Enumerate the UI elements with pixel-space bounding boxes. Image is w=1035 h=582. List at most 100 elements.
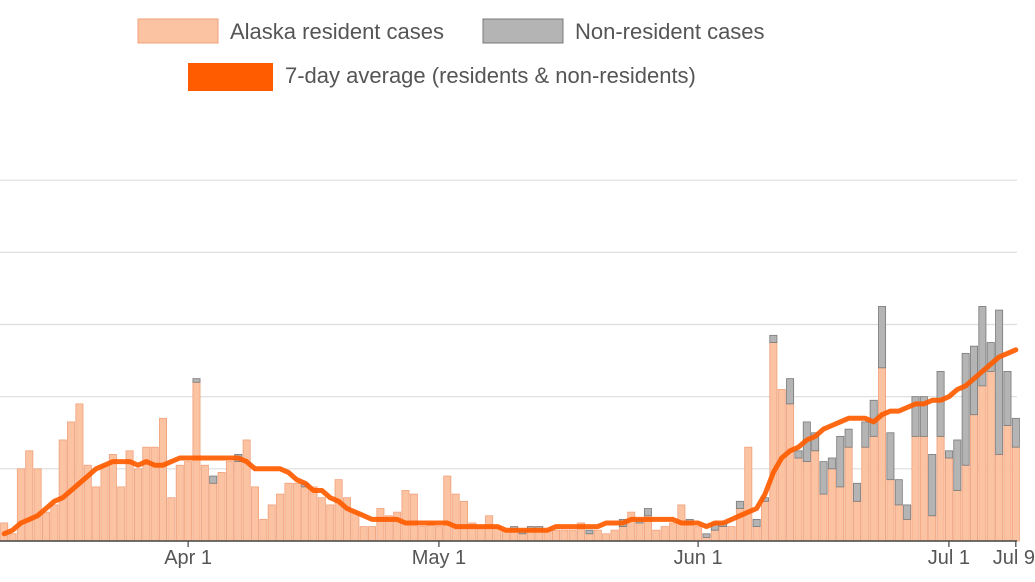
resident-bar: [200, 464, 209, 542]
legend-resident-swatch: [137, 18, 219, 44]
resident-bar: [217, 472, 226, 542]
nonresident-bar: [209, 475, 218, 484]
resident-bar: [919, 435, 928, 542]
nonresident-bar: [1003, 371, 1012, 426]
resident-bar: [359, 526, 368, 542]
x-tick-label: Apr 1: [164, 547, 212, 569]
legend-label: Alaska resident cases: [230, 19, 444, 44]
resident-bar: [911, 435, 920, 542]
nonresident-bar: [844, 428, 853, 448]
resident-bar: [618, 526, 627, 542]
resident-bar: [460, 500, 468, 542]
resident-bar: [694, 526, 703, 542]
nonresident-bar: [811, 432, 820, 452]
resident-bar: [175, 464, 184, 542]
resident-bar: [560, 529, 569, 542]
resident-bar: [944, 457, 953, 542]
resident-bar: [393, 511, 402, 542]
resident-bar: [225, 461, 234, 542]
bars: [0, 306, 1020, 542]
nonresident-bar: [786, 378, 795, 405]
nonresident-bar: [919, 396, 928, 437]
nonresident-bar: [911, 396, 920, 437]
resident-bar: [418, 526, 427, 542]
nonresident-bar: [1011, 417, 1020, 448]
resident-bar: [50, 504, 59, 542]
resident-bar: [995, 453, 1004, 542]
nonresident-bar: [861, 421, 870, 448]
resident-bar: [719, 526, 728, 542]
resident-bar: [861, 446, 870, 542]
nonresident-bar: [819, 461, 828, 495]
resident-bar: [769, 342, 778, 542]
nonresident-bar: [978, 306, 987, 387]
resident-bar: [593, 529, 602, 542]
resident-bar: [936, 435, 945, 542]
resident-bar: [192, 381, 201, 542]
resident-bar: [752, 526, 761, 542]
resident-bar: [426, 522, 435, 542]
nonresident-bar: [986, 342, 995, 372]
resident-bar: [761, 500, 769, 542]
resident-bar: [259, 518, 268, 542]
resident-bar: [184, 461, 193, 542]
nonresident-bar: [886, 432, 895, 481]
resident-bar: [585, 533, 594, 542]
resident-bar: [744, 446, 753, 542]
resident-bar: [251, 486, 259, 542]
resident-bar: [827, 468, 836, 542]
resident-bar: [869, 435, 878, 542]
resident-bar: [443, 475, 452, 542]
resident-bar: [25, 450, 34, 542]
resident-bar: [635, 522, 644, 542]
nonresident-bar: [878, 306, 887, 369]
nonresident-bar: [827, 457, 836, 470]
resident-bar: [610, 529, 619, 542]
resident-bar: [552, 529, 560, 542]
x-axis: Apr 1 May 1 Jun 1 Jul 1 Jul 9: [0, 540, 1035, 569]
resident-bar: [727, 526, 736, 542]
resident-bar: [794, 457, 803, 542]
nonresident-bar: [995, 309, 1004, 455]
resident-bar: [802, 461, 811, 542]
resident-bar: [16, 468, 25, 542]
resident-bar: [685, 522, 694, 542]
resident-bar: [108, 453, 117, 542]
resident-bar: [819, 493, 828, 542]
resident-bar: [42, 511, 50, 542]
resident-bar: [836, 486, 845, 542]
nonresident-bar: [903, 504, 912, 520]
resident-bar: [33, 468, 42, 542]
resident-bar: [1011, 446, 1020, 542]
resident-bar: [878, 367, 887, 542]
resident-bar: [234, 461, 243, 542]
x-tick-label: Jun 1: [674, 547, 723, 569]
resident-bar: [75, 403, 84, 542]
resident-bar: [133, 468, 142, 542]
nonresident-bar: [735, 500, 744, 509]
nonresident-bar: [928, 453, 937, 517]
resident-bar: [351, 511, 360, 542]
nonresident-bar: [944, 450, 953, 459]
resident-bar: [67, 421, 76, 542]
nonresident-bar: [936, 371, 945, 437]
resident-bar: [986, 371, 995, 542]
resident-bar: [8, 533, 17, 542]
resident-bar: [961, 464, 970, 542]
resident-bar: [301, 486, 310, 542]
resident-bar: [309, 486, 318, 542]
resident-bar: [518, 533, 527, 542]
resident-bar: [292, 482, 301, 542]
resident-bar: [953, 490, 962, 542]
resident-bar: [627, 511, 636, 542]
nonresident-bar: [836, 435, 845, 488]
average-line: [1, 347, 1019, 537]
resident-bar: [92, 486, 101, 542]
resident-bar: [326, 504, 335, 542]
nonresident-bar: [643, 508, 652, 517]
resident-bar: [58, 439, 67, 542]
nonresident-bar: [794, 450, 803, 459]
resident-bar: [660, 526, 669, 542]
x-tick-label: Jul 1: [928, 547, 970, 569]
